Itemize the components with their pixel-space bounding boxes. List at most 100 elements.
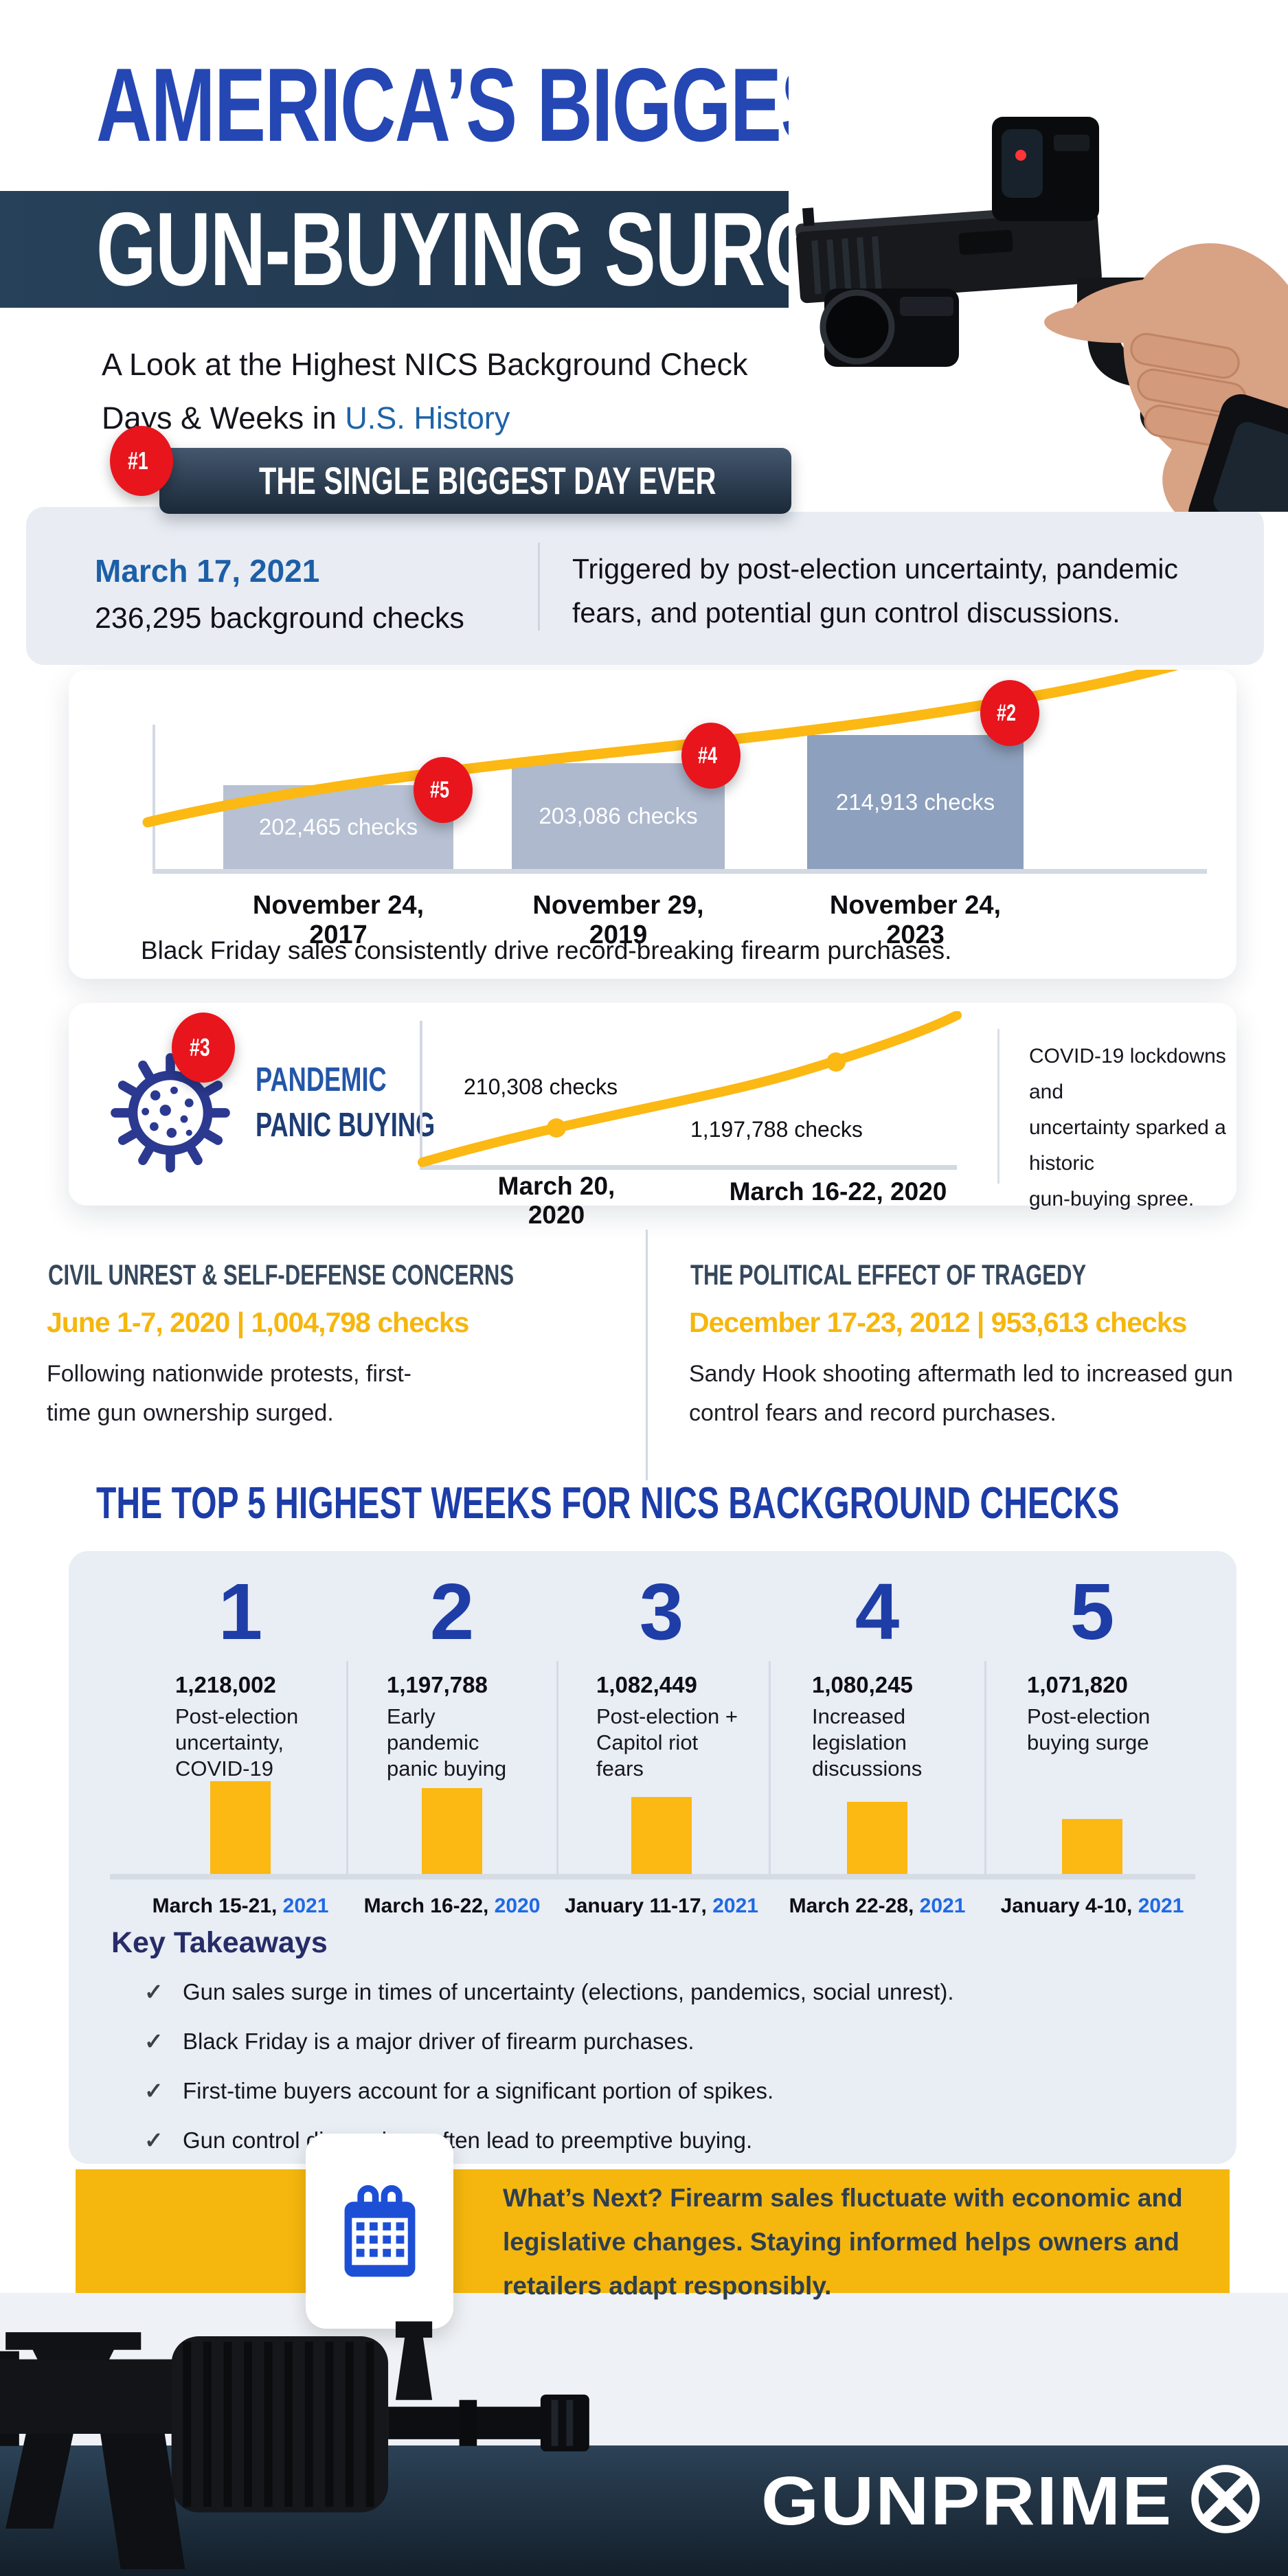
single-biggest-day-card: March 17, 2021 236,295 background checks…: [26, 507, 1264, 665]
page-title-line2: GUN-BUYING SURGES: [96, 191, 925, 308]
rank-number: 5: [1070, 1567, 1115, 1656]
top5-column-1: 1 1,218,002 Post-election uncertainty, C…: [137, 1572, 343, 1782]
bar-date-2019: November 29, 2019: [532, 891, 704, 949]
week-value: 1,197,788: [387, 1672, 488, 1697]
top5-column-5: 5 1,071,820 Post-election buying surge: [989, 1572, 1195, 1756]
top5-bar-3: [631, 1797, 692, 1874]
rank-number: 3: [639, 1567, 684, 1656]
pandemic-title-line1: PANDEMIC: [256, 1061, 387, 1098]
column-divider: [984, 1661, 986, 1875]
column-divider: [646, 1230, 648, 1480]
subtitle-highlight: U.S. History: [345, 400, 510, 436]
week-date-4: March 22-28, 2021: [789, 1895, 966, 1917]
rank-badge-5: #5: [414, 757, 473, 823]
record-date: March 17, 2021: [95, 553, 320, 589]
rank-badge-3: #3: [172, 1013, 235, 1083]
calendar-icon: [344, 2185, 415, 2277]
point-label-1: 210,308 checks: [464, 1074, 618, 1099]
civil-unrest-header: CIVIL UNREST & SELF-DEFENSE CONCERNS: [48, 1258, 515, 1291]
point-label-2: 1,197,788 checks: [690, 1117, 863, 1142]
week-description: Post-election buying surge: [1027, 1704, 1151, 1754]
key-takeaways-header: Key Takeaways: [111, 1926, 328, 1959]
column-divider: [556, 1661, 558, 1875]
y-axis: [152, 725, 155, 870]
gunprime-logo-icon: [1191, 2465, 1260, 2533]
rank-badge-4: #4: [681, 723, 741, 789]
tragedy-body: Sandy Hook shooting aftermath led to inc…: [689, 1361, 1233, 1426]
record-checks: 236,295 background checks: [95, 602, 464, 635]
rank-badge-2: #2: [980, 680, 1039, 746]
top5-header: THE TOP 5 HIGHEST WEEKS FOR NICS BACKGRO…: [96, 1478, 1120, 1528]
virus-icon: [111, 1053, 230, 1173]
bar-value-label: 202,465 checks: [258, 814, 418, 839]
single-biggest-day-header: THE SINGLE BIGGEST DAY EVER: [159, 448, 791, 514]
vertical-divider: [538, 543, 540, 631]
week-date-3: January 11-17, 2021: [565, 1895, 758, 1917]
tragedy-header: THE POLITICAL EFFECT OF TRAGEDY: [690, 1258, 1087, 1291]
top5-card: 1 1,218,002 Post-election uncertainty, C…: [69, 1551, 1236, 2164]
top5-bar-4: [847, 1802, 907, 1874]
top5-bar-1: [210, 1781, 271, 1874]
top5-column-3: 3 1,082,449 Post-election + Capitol riot…: [558, 1572, 765, 1782]
rank-badge-1: #1: [110, 426, 173, 496]
page-title-line1: AMERICA’S BIGGEST: [96, 47, 879, 163]
week-value: 1,082,449: [596, 1672, 697, 1697]
rifle-illustration: [0, 2321, 589, 2570]
week-description: Post-election + Capitol riot fears: [596, 1704, 738, 1781]
pistol-photo: [789, 0, 1288, 576]
rifle-photo: [0, 2292, 599, 2576]
pistol-illustration: [795, 117, 1288, 576]
pandemic-description: COVID-19 lockdowns and uncertainty spark…: [1029, 1045, 1226, 1210]
top5-bar-2: [422, 1788, 482, 1874]
week-value: 1,080,245: [812, 1672, 913, 1697]
rank-number: 4: [855, 1567, 900, 1656]
pandemic-title-line2: PANIC BUYING: [256, 1107, 436, 1144]
civil-unrest-highlight: June 1-7, 2020 | 1,004,798 checks: [47, 1307, 469, 1338]
pandemic-card: #3 PANDEMIC PANIC BUYING 210,308 checks …: [69, 1003, 1236, 1229]
point-date-1: March 20, 2020: [497, 1172, 615, 1229]
record-description: Triggered by post-election uncertainty, …: [572, 553, 1178, 629]
black-friday-card: 202,465 checks 203,086 checks 214,913 ch…: [69, 670, 1236, 979]
week-value: 1,218,002: [175, 1672, 276, 1697]
bar-value-label: 214,913 checks: [835, 789, 995, 815]
week-date-1: March 15-21, 2021: [152, 1895, 329, 1917]
rank-number: 2: [429, 1567, 475, 1656]
civil-unrest-body: Following nationwide protests, first- ti…: [47, 1361, 412, 1426]
black-friday-caption: Black Friday sales consistently drive re…: [141, 936, 952, 964]
week-value: 1,071,820: [1027, 1672, 1128, 1697]
tragedy-highlight: December 17-23, 2012 | 953,613 checks: [689, 1307, 1187, 1338]
x-axis: [152, 869, 1207, 874]
point-date-2: March 16-22, 2020: [729, 1177, 947, 1206]
top5-bar-5: [1062, 1819, 1122, 1874]
check-icon: ✓: [144, 2078, 163, 2103]
week-description: Post-election uncertainty, COVID-19: [175, 1704, 299, 1781]
vertical-divider: [997, 1029, 999, 1184]
top5-column-2: 2 1,197,788 Early pandemic panic buying: [349, 1572, 555, 1782]
check-icon: ✓: [144, 2127, 163, 2153]
check-icon: ✓: [144, 1979, 163, 2004]
bar-value-label: 203,086 checks: [539, 803, 698, 828]
takeaway-item: ✓ Gun sales surge in times of uncertainty…: [144, 1979, 954, 2004]
week-date-5: January 4-10, 2021: [1000, 1895, 1184, 1917]
page-subtitle: A Look at the Highest NICS Background Ch…: [102, 338, 748, 445]
pandemic-line-chart: [418, 1011, 962, 1170]
week-description: Increased legislation discussions: [812, 1704, 923, 1781]
rank-number: 1: [218, 1567, 263, 1656]
whats-next-text: What’s Next? Firearm sales fluctuate wit…: [503, 2184, 1183, 2300]
takeaway-item: ✓ First-time buyers account for a signifi…: [144, 2078, 774, 2103]
calendar-icon-box: [306, 2134, 453, 2329]
bar-date-2023: November 24, 2023: [829, 891, 1002, 949]
column-divider: [346, 1661, 348, 1875]
subtitle-line1: A Look at the Highest NICS Background Ch…: [102, 347, 748, 382]
whats-next-banner: [76, 2169, 1230, 2293]
bar-date-2017: November 24, 2017: [252, 891, 425, 949]
subtitle-line2: Days & Weeks in U.S. History: [102, 400, 510, 436]
baseline: [110, 1874, 1195, 1879]
week-description: Early pandemic panic buying: [387, 1704, 507, 1781]
bar-2023: 214,913 checks: [807, 735, 1024, 869]
column-divider: [769, 1661, 771, 1875]
takeaway-item: ✓ Gun control discussions often lead to p…: [144, 2127, 753, 2153]
check-icon: ✓: [144, 2029, 163, 2054]
takeaway-item: ✓ Black Friday is a major driver of firea…: [144, 2029, 694, 2054]
